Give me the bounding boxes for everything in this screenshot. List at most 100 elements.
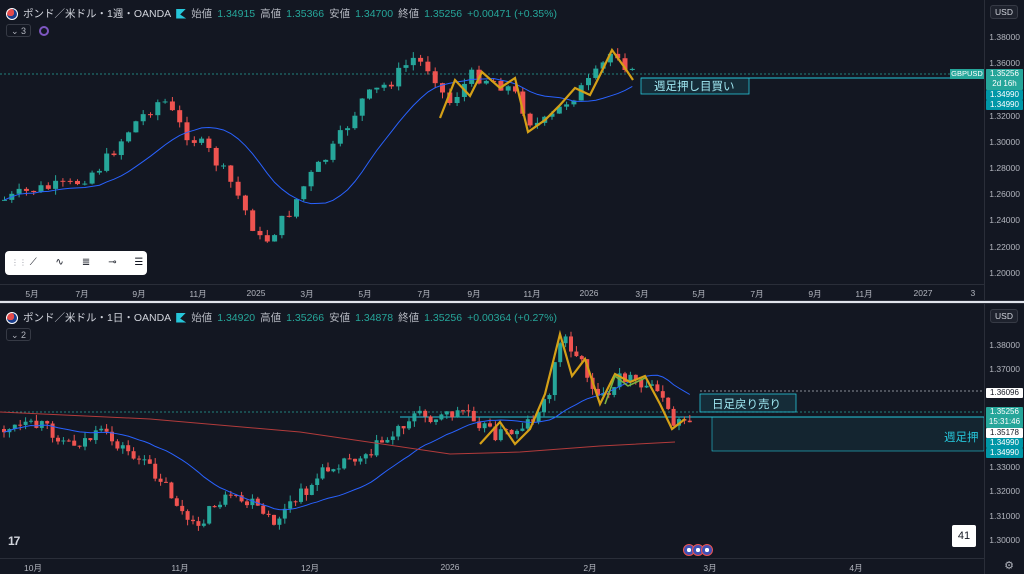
level-badge-2: 1.34990: [986, 100, 1023, 110]
daily-candle: [525, 419, 530, 429]
daily-candle: [434, 419, 438, 423]
trend-line-icon[interactable]: ⟋: [29, 257, 37, 268]
daily-candle: [482, 423, 487, 429]
indicator-collapse-button[interactable]: ⌄ 2: [6, 328, 32, 341]
daily-candle: [574, 351, 579, 357]
currency-button[interactable]: USD: [990, 5, 1018, 19]
settings-icon[interactable]: ⚙: [1004, 560, 1014, 572]
daily-candle: [552, 362, 557, 396]
weekly-candle: [483, 80, 489, 84]
ohlc-open-value: 1.34920: [217, 311, 256, 324]
gbpusd-label-badge: GBPUSD: [950, 69, 984, 79]
tradingview-logo-icon[interactable]: 17: [8, 534, 20, 548]
ohlc-close-value: 1.35256: [424, 311, 463, 324]
drawing-toolbar: ⋮⋮ ⟋ ∿ ≣ ⊸ ☰: [5, 251, 147, 275]
price-tick-label: 1.33000: [989, 462, 1020, 472]
weekly-candle: [235, 181, 241, 196]
time-tick-label: 9月: [808, 289, 822, 299]
weekly-chart-pane[interactable]: ポンド／米ドル・1週・OANDA 始値 1.34915 高値 1.35366 安値 1…: [0, 0, 1024, 300]
weekly-candle: [82, 183, 88, 185]
daily-candle: [477, 421, 482, 429]
indicator-count: 3: [21, 26, 27, 36]
weekly-candle: [169, 101, 175, 111]
daily-candle: [444, 411, 449, 415]
daily-candle: [201, 523, 206, 526]
horizontal-ray-icon[interactable]: ⊸: [108, 257, 117, 268]
weekly-candles-svg[interactable]: [0, 0, 1024, 300]
weekly-candle: [600, 62, 606, 69]
drag-handle-icon[interactable]: ⋮⋮: [11, 258, 27, 267]
daily-candle: [110, 431, 114, 442]
weekly-candle: [133, 121, 139, 133]
ohlc-high-value: 1.35366: [286, 7, 325, 20]
daily-sell-zone[interactable]: [699, 393, 797, 413]
weekly-candle: [571, 100, 577, 105]
daily-candle: [245, 501, 249, 506]
daily-candle: [461, 410, 465, 412]
bar-count-box[interactable]: 41: [952, 525, 976, 547]
daily-price-scale[interactable]: USD 1.380001.370001.360001.350001.340001…: [984, 304, 1024, 574]
daily-candle: [282, 508, 287, 519]
daily-candle: [34, 420, 39, 428]
weekly-candle: [111, 153, 117, 156]
daily-candles-svg[interactable]: [0, 304, 1024, 574]
weekly-symbol-title[interactable]: ポンド／米ドル・1週・OANDA: [23, 8, 172, 20]
weekly-buy-zone-daily[interactable]: [711, 416, 985, 452]
weekly-buy-annotation[interactable]: 週足押し目買い: [654, 81, 735, 93]
daily-candle: [342, 458, 347, 469]
oanda-mark-icon: [176, 8, 187, 19]
weekly-candle: [140, 114, 146, 122]
economic-events[interactable]: [683, 544, 713, 556]
weekly-candle: [126, 132, 132, 142]
weekly-price-scale[interactable]: USD 1.380001.360001.340001.320001.300001…: [984, 0, 1024, 300]
daily-time-axis[interactable]: 10月 11月 12月 2026 2月 3月 4月: [0, 558, 984, 574]
daily-candle: [39, 421, 44, 428]
weekly-candle: [184, 122, 190, 141]
price-tick-label: 1.22000: [989, 241, 1020, 252]
parallel-lines-icon[interactable]: ☰: [134, 257, 144, 268]
ohlc-change-value: +0.00364 (+0.27%): [467, 311, 557, 324]
daily-candle: [228, 494, 233, 496]
daily-candle: [304, 488, 309, 495]
time-tick-label: 7月: [750, 289, 764, 299]
weekly-candle: [527, 113, 533, 126]
daily-candle: [687, 420, 692, 423]
daily-candle: [579, 356, 584, 360]
daily-candle: [623, 373, 627, 382]
daily-candle: [563, 336, 568, 344]
weekly-buy-side-annotation[interactable]: 週足押: [944, 432, 979, 444]
daily-candle: [558, 343, 563, 363]
daily-candle: [272, 514, 276, 525]
countdown-value: 2d 16h: [992, 79, 1017, 88]
weekly-candle: [418, 57, 424, 62]
daily-chart-pane[interactable]: ポンド／米ドル・1日・OANDA 始値 1.34920 高値 1.35266 安値 1…: [0, 304, 1024, 574]
weekly-candle: [279, 215, 285, 236]
ohlc-low-label: 安値: [329, 312, 351, 324]
daily-candle: [498, 429, 503, 441]
weekly-moving-average: [4, 77, 633, 205]
daily-candle: [115, 441, 120, 449]
daily-candle: [466, 410, 471, 412]
weekly-candle: [345, 128, 351, 131]
weekly-candle: [67, 180, 73, 182]
daily-candle: [83, 438, 87, 447]
daily-candle: [374, 440, 379, 456]
economic-event-icon[interactable]: [701, 544, 713, 556]
path-icon[interactable]: ∿: [55, 257, 64, 268]
daily-candle: [191, 519, 195, 522]
daily-candle: [250, 498, 255, 506]
daily-candle: [185, 511, 190, 520]
weekly-time-axis[interactable]: 5月 7月 9月 11月 2025 3月 5月 7月 9月 11月 2026 3月 5月 7月 9月 11月 2…: [0, 284, 984, 300]
price-tick-label: 1.30000: [989, 136, 1020, 147]
daily-candle: [369, 454, 374, 456]
daily-candle: [428, 416, 433, 423]
daily-candle: [293, 501, 298, 503]
fib-icon[interactable]: ≣: [81, 257, 91, 268]
daily-symbol-title[interactable]: ポンド／米ドル・1日・OANDA: [23, 312, 172, 324]
indicator-status-icon[interactable]: [39, 25, 50, 36]
indicator-collapse-button[interactable]: ⌄ 3: [6, 24, 32, 37]
daily-candle: [169, 482, 174, 499]
currency-button[interactable]: USD: [990, 309, 1018, 323]
daily-moving-average: [3, 374, 691, 511]
daily-sell-annotation[interactable]: 日足戻り売り: [712, 399, 781, 411]
